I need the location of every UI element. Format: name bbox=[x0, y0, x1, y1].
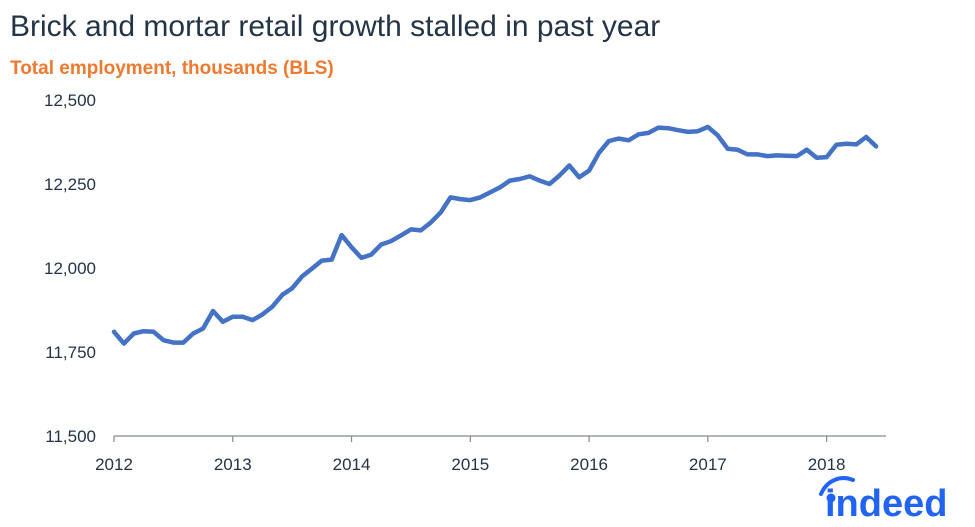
y-tick-label: 11,500 bbox=[45, 427, 96, 446]
x-tick-label: 2017 bbox=[689, 455, 727, 474]
indeed-logo-arc bbox=[819, 476, 855, 496]
x-tick-label: 2016 bbox=[570, 455, 608, 474]
y-tick-label: 12,000 bbox=[44, 259, 96, 278]
series-line bbox=[111, 124, 879, 346]
series-group bbox=[111, 124, 879, 346]
y-tick-label: 12,250 bbox=[44, 175, 96, 194]
indeed-logo-text: indeed bbox=[825, 483, 947, 522]
x-tick-label: 2014 bbox=[333, 455, 371, 474]
y-tick-label: 12,500 bbox=[44, 91, 96, 110]
x-tick-label: 2012 bbox=[95, 455, 133, 474]
y-tick-labels: 11,500 11,750 12,000 12,250 12,500 bbox=[44, 91, 96, 446]
x-tick-label: 2015 bbox=[451, 455, 489, 474]
indeed-logo: indeed bbox=[819, 476, 947, 522]
chart-subtitle: Total employment, thousands (BLS) bbox=[10, 58, 334, 79]
x-ticks: 2012 2013 2014 2015 2016 2017 2018 bbox=[95, 436, 846, 474]
y-tick-label: 11,750 bbox=[45, 343, 96, 362]
x-tick-label: 2018 bbox=[808, 455, 846, 474]
chart-title: Brick and mortar retail growth stalled i… bbox=[10, 10, 661, 43]
x-tick-label: 2013 bbox=[214, 455, 252, 474]
indeed-logo-dot bbox=[826, 493, 836, 503]
